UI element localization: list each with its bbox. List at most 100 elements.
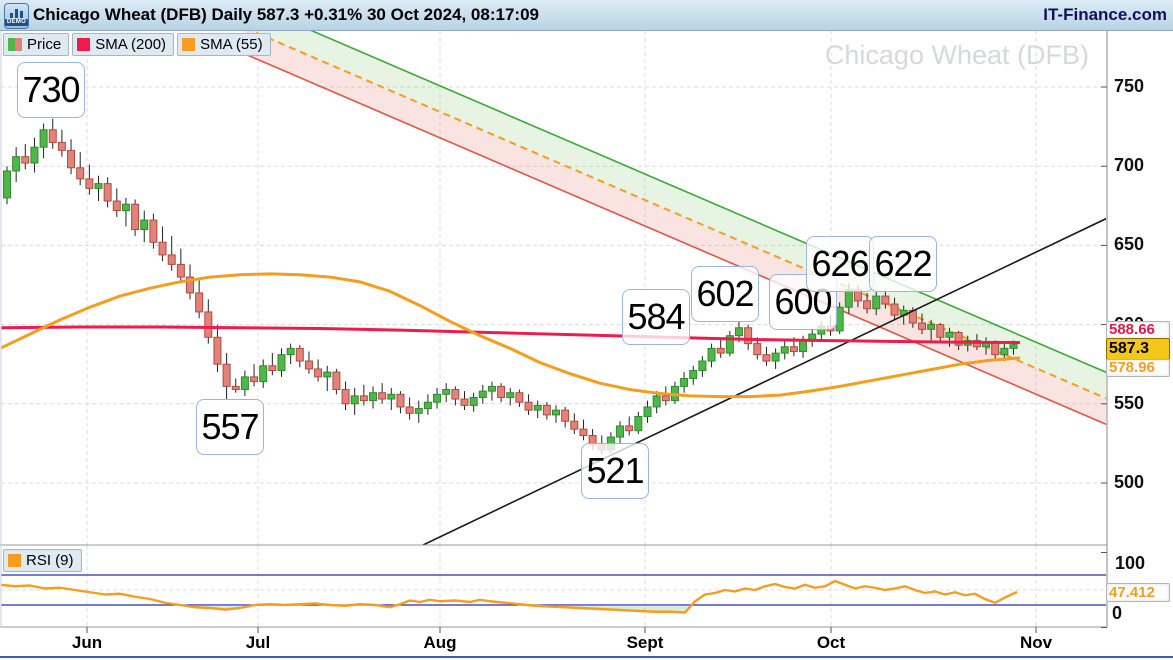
candle-up	[616, 425, 625, 438]
legend-chip-sma200[interactable]: SMA (200)	[72, 33, 175, 56]
month-label: Nov	[1019, 633, 1053, 652]
month-label: Oct	[816, 633, 846, 652]
channel-pink-band	[245, 31, 1106, 425]
candle-down	[359, 395, 368, 402]
candle-up	[94, 183, 103, 189]
candle-down	[149, 219, 158, 243]
candle-down	[176, 263, 185, 278]
month-label: Jun	[71, 633, 103, 652]
candle-down	[268, 365, 277, 372]
candle-down	[250, 376, 259, 383]
candle-up	[433, 393, 442, 403]
candle-down	[460, 398, 469, 406]
header-bar: DEMO Chicago Wheat (DFB) Daily 587.3 +0.…	[0, 0, 1173, 31]
candle-up	[140, 219, 149, 231]
demo-badge-label: DEMO	[4, 19, 29, 26]
candle-up	[735, 327, 743, 337]
candle-down	[661, 395, 670, 402]
candle-up	[277, 354, 286, 372]
candle-down	[131, 203, 140, 231]
candle-down	[167, 254, 176, 265]
candle-up	[689, 370, 698, 379]
candle-up	[552, 409, 560, 416]
candle-up	[323, 371, 332, 378]
price-axis-label: 650	[1114, 234, 1145, 255]
legend-chip-price[interactable]: Price	[3, 33, 70, 56]
demo-badge-icon: DEMO	[4, 3, 29, 29]
candle-down	[222, 363, 231, 387]
candle-down	[762, 354, 771, 362]
candle-up	[799, 339, 808, 353]
candle-down	[76, 167, 85, 180]
candle-down	[396, 393, 405, 408]
candle-up	[259, 365, 268, 383]
sma55-swatch-icon	[182, 38, 196, 51]
price-annotation[interactable]: 730	[17, 62, 85, 118]
candle-up	[652, 395, 661, 408]
candle-up	[1000, 347, 1009, 356]
channel-upper-line	[310, 31, 1106, 374]
brand-link[interactable]: IT-Finance.com	[1043, 5, 1167, 24]
rsi-line	[1, 579, 1018, 614]
candle-up	[835, 306, 844, 332]
candle-up	[414, 408, 423, 414]
price-annotation[interactable]: 600	[769, 274, 837, 330]
candle-up	[121, 203, 130, 212]
channel-mid-line	[249, 31, 1106, 400]
candle-up	[12, 156, 21, 172]
sma200-swatch-icon	[77, 38, 91, 51]
candle-down	[231, 385, 240, 391]
price-axis-label: 550	[1114, 392, 1145, 413]
rsi-panel	[1, 574, 1106, 614]
candle-down	[570, 420, 579, 430]
price-annotation[interactable]: 626	[806, 236, 874, 292]
candle-down	[524, 401, 533, 411]
candle-down	[515, 392, 524, 403]
window-bottom-border	[0, 656, 1173, 658]
rising-trendline	[421, 217, 1106, 545]
legend-price-label: Price	[27, 36, 62, 53]
candle-down	[954, 332, 963, 346]
last-price-tag: 587.3	[1106, 338, 1170, 360]
price-axis-label: 700	[1114, 155, 1145, 176]
candle-down	[304, 360, 313, 370]
legend-chip-sma55[interactable]: SMA (55)	[177, 33, 271, 56]
price-annotation[interactable]: 521	[581, 443, 649, 499]
candle-down	[204, 311, 213, 338]
legend-chip-rsi[interactable]: RSI (9)	[3, 549, 82, 572]
price-legend: Price SMA (200) SMA (55)	[3, 33, 271, 56]
candle-up	[945, 332, 954, 338]
candle-down	[716, 347, 725, 354]
candle-down	[579, 428, 588, 436]
candle-down	[48, 129, 57, 143]
candle-down	[314, 368, 323, 378]
candle-down	[332, 371, 341, 391]
candle-down	[378, 392, 387, 400]
candle-up	[707, 347, 716, 362]
price-annotation[interactable]: 584	[622, 289, 690, 345]
legend-rsi-label: RSI (9)	[26, 552, 74, 569]
candle-down	[789, 346, 798, 353]
candle-down	[341, 389, 350, 405]
candle-down	[936, 324, 945, 338]
legend-sma55-label: SMA (55)	[200, 36, 263, 53]
price-annotation[interactable]: 557	[196, 399, 264, 455]
sma200-price-tag: 588.66	[1106, 321, 1170, 339]
candle-up	[423, 401, 432, 410]
candle-down	[85, 178, 94, 189]
candle-up	[478, 390, 487, 398]
price-annotation[interactable]: 602	[691, 266, 759, 322]
candle-up	[780, 346, 789, 354]
price-annotation[interactable]: 622	[869, 236, 937, 292]
candle-down	[881, 295, 890, 305]
candle-up	[533, 404, 542, 411]
candle-up	[469, 396, 478, 406]
candle-down	[57, 141, 66, 151]
candle-down	[405, 406, 414, 414]
sma200-line	[1, 325, 1021, 345]
candle-up	[506, 392, 515, 398]
legend-sma200-label: SMA (200)	[95, 36, 167, 53]
candle-up	[680, 377, 689, 387]
candle-up	[927, 324, 936, 330]
